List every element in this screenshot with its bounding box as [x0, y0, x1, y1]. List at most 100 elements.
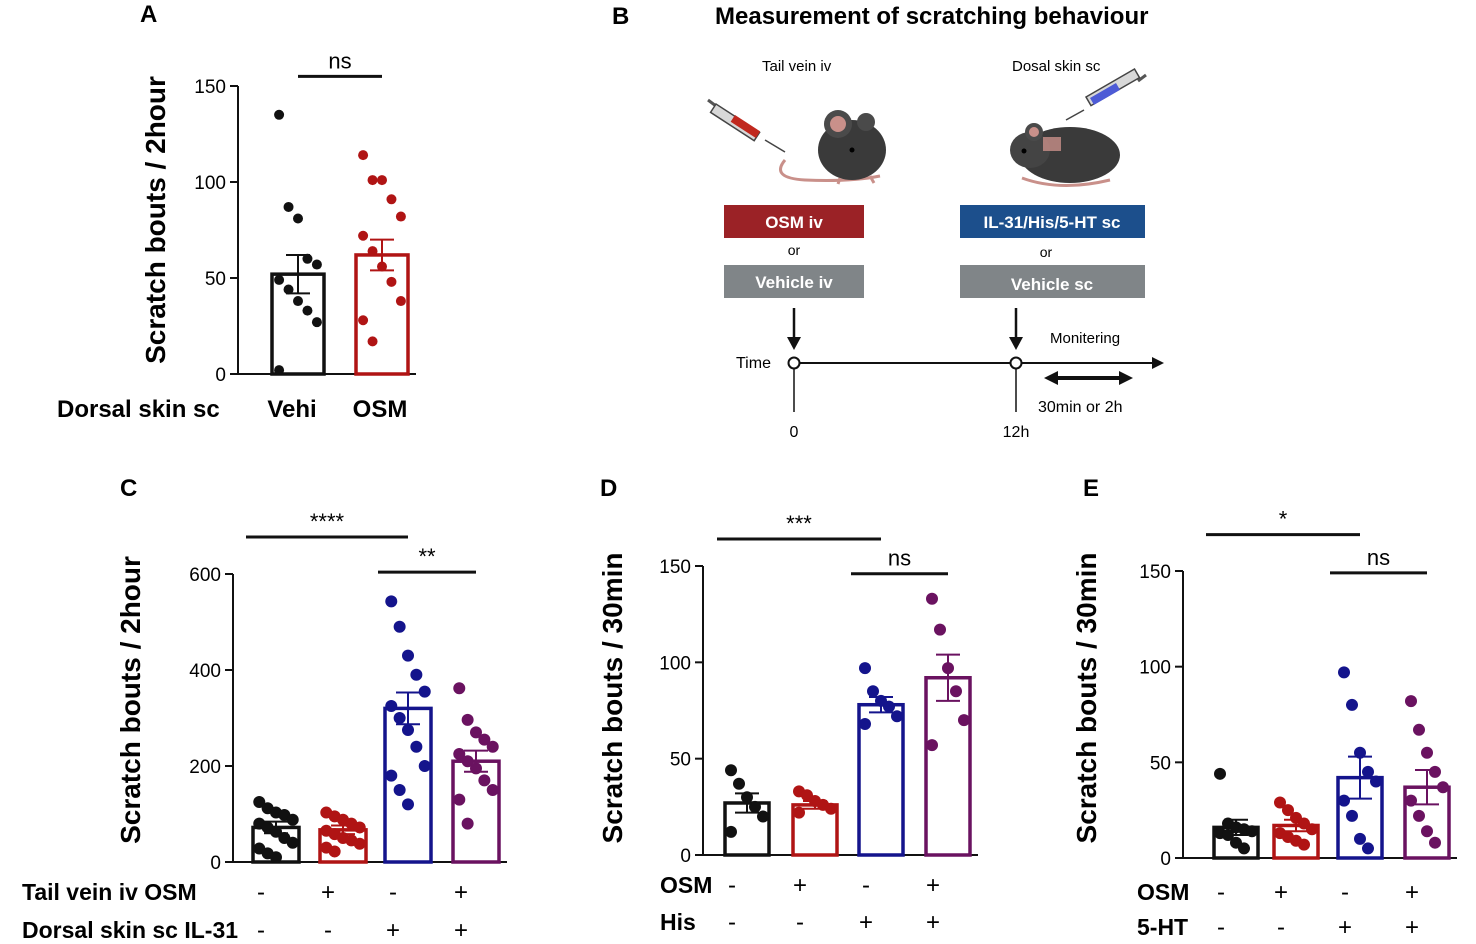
data-point	[367, 336, 378, 347]
condition-sign: -	[324, 917, 332, 944]
condition-sign: -	[728, 872, 736, 899]
time-zero: 0	[790, 424, 799, 441]
data-point	[270, 851, 282, 864]
chart-panel-a: A Scratch bouts / 2hour 0 50 100 150 ns Dorsal …	[57, 1, 416, 423]
condition-sign: -	[1217, 879, 1225, 906]
data-point	[1346, 809, 1358, 822]
condition-sign: -	[796, 909, 804, 936]
data-point	[453, 793, 466, 806]
data-point	[749, 800, 761, 813]
data-point	[950, 685, 962, 698]
condition-sign: +	[454, 917, 468, 944]
vehicle-sc-label: Vehicle sc	[1011, 275, 1093, 294]
data-point	[1282, 804, 1294, 817]
data-point	[402, 649, 414, 662]
data-point	[274, 365, 285, 376]
data-point	[328, 845, 341, 858]
data-point	[1338, 666, 1350, 679]
data-point	[478, 733, 491, 746]
significance-label: *	[1279, 507, 1288, 532]
row-label: 5-HT	[1137, 914, 1188, 940]
data-point	[385, 700, 398, 712]
data-point	[757, 810, 769, 823]
data-point	[1421, 825, 1433, 838]
condition-sign: +	[859, 909, 873, 936]
data-point	[725, 764, 737, 777]
data-point	[1437, 781, 1449, 794]
condition-sign: -	[862, 872, 870, 899]
down-arrow-icon-left	[787, 308, 801, 350]
syringe-icon-left	[707, 98, 786, 153]
condition-sign: -	[389, 879, 397, 906]
panel-label: D	[600, 475, 617, 502]
syringe-icon-right	[1065, 67, 1147, 121]
data-point	[453, 682, 466, 695]
data-point	[377, 261, 387, 272]
condition-sign: +	[793, 872, 807, 899]
time-label: Time	[736, 355, 771, 372]
y-tick-label: 50	[1150, 753, 1171, 774]
data-point	[377, 175, 387, 186]
data-point	[1354, 832, 1366, 845]
y-tick-label: 0	[680, 846, 691, 867]
down-arrow-icon-right	[1009, 308, 1023, 350]
condition-sign: +	[1338, 914, 1352, 941]
data-point	[353, 837, 366, 850]
data-point	[1246, 825, 1258, 838]
y-tick-label: 400	[189, 661, 221, 682]
condition-sign: -	[257, 917, 265, 944]
data-point	[393, 784, 406, 796]
data-point	[393, 620, 406, 633]
data-point	[1346, 698, 1358, 711]
panel-label: E	[1083, 475, 1099, 502]
significance-label: **	[418, 544, 436, 569]
row-label: Tail vein iv OSM	[22, 879, 197, 905]
data-point	[725, 825, 737, 838]
data-point	[859, 662, 871, 675]
data-point	[253, 796, 266, 808]
data-point	[478, 774, 491, 787]
data-point	[410, 668, 423, 681]
data-point	[1429, 836, 1441, 849]
data-point	[867, 685, 879, 698]
data-point	[461, 817, 474, 830]
data-point	[470, 762, 482, 775]
vehicle-sc-box	[960, 265, 1145, 298]
or-left: or	[788, 242, 801, 258]
data-point	[883, 700, 895, 713]
data-point	[418, 760, 431, 772]
data-point	[293, 296, 303, 307]
data-point	[395, 211, 406, 222]
data-point	[1362, 842, 1374, 855]
data-point	[358, 230, 369, 241]
y-axis-label: Scratch bouts / 30min	[1071, 553, 1102, 844]
y-tick-label: 0	[215, 365, 226, 386]
data-point	[353, 821, 366, 834]
y-tick-label: 100	[194, 173, 226, 194]
data-point	[486, 740, 499, 753]
condition-sign: +	[926, 872, 940, 899]
time-12h: 12h	[1003, 424, 1030, 441]
condition-sign: +	[321, 879, 335, 906]
data-point	[1298, 838, 1310, 851]
data-point	[461, 755, 474, 768]
schematic-title: Measurement of scratching behaviour	[715, 3, 1148, 30]
panel-b: B Measurement of scratching behaviour Ta…	[612, 3, 1164, 441]
data-point	[286, 813, 299, 826]
data-point	[926, 592, 938, 605]
data-point	[302, 253, 313, 264]
y-axis-label: Scratch bouts / 2hour	[140, 76, 171, 364]
timeline	[787, 356, 1164, 412]
data-point	[891, 710, 903, 723]
data-point	[402, 724, 414, 736]
significance-label: ****	[310, 509, 345, 534]
data-point	[461, 713, 474, 726]
data-point	[1274, 796, 1286, 809]
condition-sign: -	[257, 879, 265, 906]
data-point	[311, 317, 322, 328]
il31-sc-box	[960, 205, 1145, 238]
data-point	[274, 109, 285, 120]
data-point	[286, 836, 299, 849]
